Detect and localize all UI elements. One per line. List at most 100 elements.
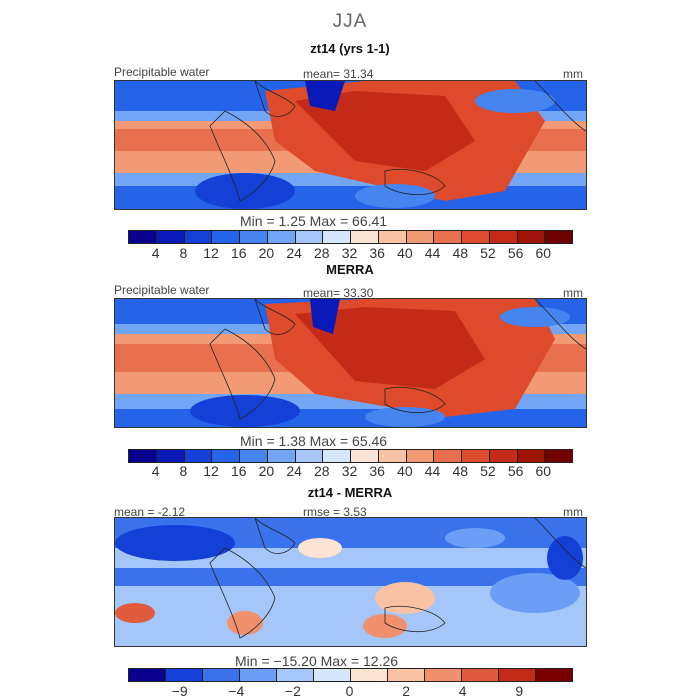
panel3-colorbar-ticks: −9 −4 −2 0 2 4 9 bbox=[128, 683, 571, 699]
colorbar-tick-label: 60 bbox=[535, 245, 552, 261]
colorbar-swatch bbox=[184, 231, 213, 243]
colorbar-swatch bbox=[517, 450, 546, 462]
colorbar-swatch bbox=[267, 450, 296, 462]
colorbar-tick-label: 4 bbox=[458, 683, 467, 699]
colorbar-swatch bbox=[240, 669, 277, 681]
colorbar-swatch bbox=[323, 450, 351, 462]
colorbar-swatch bbox=[240, 450, 268, 462]
panel2-minmax: Min = 1.38 Max = 65.46 bbox=[240, 433, 388, 449]
panel2-mean-label: mean= 33.30 bbox=[303, 286, 374, 300]
panel1-mean-label: mean= 31.34 bbox=[303, 67, 374, 81]
colorbar-tick-label: 4 bbox=[151, 463, 160, 479]
colorbar-tick-label: 8 bbox=[179, 463, 188, 479]
colorbar-swatch bbox=[489, 450, 518, 462]
colorbar-swatch bbox=[517, 231, 546, 243]
colorbar-tick-label: 8 bbox=[179, 245, 188, 261]
colorbar-swatch bbox=[323, 231, 351, 243]
colorbar-tick-label: 0 bbox=[345, 683, 354, 699]
colorbar-tick-label: 36 bbox=[369, 463, 385, 479]
colorbar-tick-label: 44 bbox=[424, 463, 441, 479]
colorbar-tick-label: 20 bbox=[258, 245, 275, 261]
colorbar-swatch bbox=[388, 669, 425, 681]
panel3-map bbox=[114, 517, 587, 647]
colorbar-tick-label: 36 bbox=[369, 245, 385, 261]
colorbar-tick-label: 16 bbox=[230, 463, 247, 479]
colorbar-tick-label: 52 bbox=[480, 463, 496, 479]
colorbar-swatch bbox=[277, 669, 314, 681]
colorbar-swatch bbox=[212, 231, 240, 243]
panel2-map bbox=[114, 298, 587, 428]
colorbar-tick-label: −9 bbox=[171, 683, 188, 699]
panel1-map bbox=[114, 80, 587, 210]
panel3-colorbar bbox=[128, 668, 573, 682]
colorbar-tick-label: 48 bbox=[452, 463, 469, 479]
panel1-title: zt14 (yrs 1-1) bbox=[310, 41, 390, 56]
colorbar-tick-label: −2 bbox=[284, 683, 301, 699]
colorbar-swatch bbox=[351, 669, 388, 681]
panel2-colorbar bbox=[128, 449, 573, 463]
season-title: JJA bbox=[332, 11, 368, 32]
panel3-map-svg bbox=[115, 518, 586, 646]
panel1-units: mm bbox=[563, 67, 583, 81]
colorbar-swatch bbox=[184, 450, 213, 462]
panel3-units: mm bbox=[563, 505, 583, 519]
panel2-field-label: Precipitable water bbox=[114, 283, 210, 297]
colorbar-swatch bbox=[351, 450, 379, 462]
colorbar-swatch bbox=[378, 450, 407, 462]
colorbar-swatch bbox=[203, 669, 240, 681]
colorbar-swatch bbox=[425, 669, 462, 681]
panel1-minmax: Min = 1.25 Max = 66.41 bbox=[240, 213, 388, 229]
colorbar-tick-label: 56 bbox=[507, 463, 524, 479]
panel3-minmax: Min = −15.20 Max = 12.26 bbox=[235, 653, 399, 669]
colorbar-swatch bbox=[462, 669, 499, 681]
colorbar-swatch bbox=[499, 669, 536, 681]
colorbar-swatch bbox=[462, 450, 490, 462]
colorbar-swatch bbox=[156, 231, 185, 243]
colorbar-swatch bbox=[406, 450, 435, 462]
colorbar-swatch bbox=[295, 450, 324, 462]
colorbar-swatch bbox=[545, 450, 572, 462]
colorbar-swatch bbox=[314, 669, 351, 681]
colorbar-tick-label: 40 bbox=[397, 245, 413, 261]
panel3-rmse-label: rmse = 3.53 bbox=[303, 505, 367, 519]
colorbar-swatch bbox=[434, 231, 462, 243]
colorbar-tick-label: 4 bbox=[151, 245, 160, 261]
colorbar-swatch bbox=[240, 231, 268, 243]
colorbar-swatch bbox=[129, 669, 166, 681]
colorbar-tick-label: 40 bbox=[397, 463, 413, 479]
colorbar-tick-label: 12 bbox=[203, 245, 219, 261]
colorbar-tick-label: 24 bbox=[286, 245, 302, 261]
panel2-units: mm bbox=[563, 286, 583, 300]
colorbar-tick-label: 20 bbox=[258, 463, 275, 479]
colorbar-tick-label: 28 bbox=[314, 245, 330, 261]
panel3-title: zt14 - MERRA bbox=[307, 485, 393, 500]
colorbar-tick-label: 56 bbox=[507, 245, 524, 261]
colorbar-swatch bbox=[545, 231, 572, 243]
panel1-colorbar-ticks: 4 8 12 16 20 24 28 32 36 40 44 48 52 56 60 bbox=[128, 245, 571, 261]
colorbar-tick-label: 52 bbox=[480, 245, 496, 261]
panel2-map-svg bbox=[115, 299, 586, 427]
colorbar-tick-label: 2 bbox=[402, 683, 410, 699]
colorbar-tick-label: 16 bbox=[230, 245, 247, 261]
colorbar-swatch bbox=[351, 231, 379, 243]
colorbar-tick-label: 32 bbox=[341, 463, 358, 479]
colorbar-tick-label: 48 bbox=[452, 245, 469, 261]
colorbar-swatch bbox=[434, 450, 462, 462]
colorbar-swatch bbox=[378, 231, 407, 243]
colorbar-swatch bbox=[536, 669, 572, 681]
panel1-field-label: Precipitable water bbox=[114, 65, 210, 79]
panel1-colorbar bbox=[128, 230, 573, 244]
panel2-colorbar-ticks: 4 8 12 16 20 24 28 32 36 40 44 48 52 56 60 bbox=[128, 463, 571, 479]
colorbar-tick-label: −4 bbox=[228, 683, 245, 699]
colorbar-swatch bbox=[295, 231, 324, 243]
colorbar-tick-label: 28 bbox=[314, 463, 330, 479]
colorbar-tick-label: 9 bbox=[515, 683, 524, 699]
panel3-mean-label: mean = -2.12 bbox=[114, 505, 186, 519]
colorbar-tick-label: 44 bbox=[424, 245, 441, 261]
colorbar-swatch bbox=[489, 231, 518, 243]
colorbar-tick-label: 60 bbox=[535, 463, 552, 479]
colorbar-tick-label: 24 bbox=[286, 463, 302, 479]
colorbar-swatch bbox=[156, 450, 185, 462]
colorbar-swatch bbox=[406, 231, 435, 243]
colorbar-swatch bbox=[462, 231, 490, 243]
